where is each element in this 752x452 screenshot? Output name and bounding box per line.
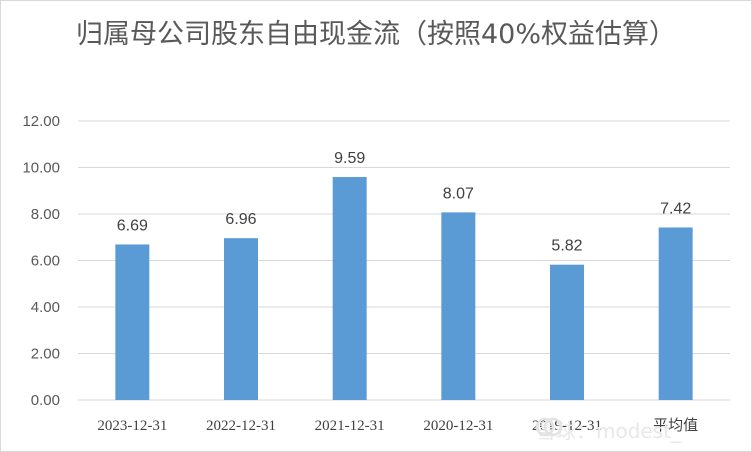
bar xyxy=(658,227,693,400)
x-tick-label: 平均值 xyxy=(653,417,698,434)
bar xyxy=(550,264,584,400)
x-tick-label: 2020-12-31 xyxy=(423,418,493,434)
x-tick-label: 2021-12-31 xyxy=(315,418,385,434)
chart-title: 归属母公司股东自由现金流（按照40%权益估算） xyxy=(75,19,676,50)
y-tick-label: 8.00 xyxy=(31,206,60,223)
data-label: 6.69 xyxy=(117,217,148,234)
x-tick-label: 2023-12-31 xyxy=(97,418,167,434)
y-tick-label: 4.00 xyxy=(31,299,60,316)
data-label: 6.96 xyxy=(225,211,256,228)
bar xyxy=(441,212,476,400)
snowball-logo-icon xyxy=(536,417,562,437)
bar xyxy=(224,238,258,400)
data-label: 8.07 xyxy=(443,185,474,202)
watermark: 雪球：modest_ xyxy=(536,416,746,446)
bar xyxy=(115,244,150,400)
data-label: 5.82 xyxy=(551,238,582,255)
y-tick-label: 2.00 xyxy=(31,346,60,363)
bar xyxy=(332,177,367,400)
y-tick-label: 12.00 xyxy=(22,113,60,130)
x-tick-label: 2022-12-31 xyxy=(206,418,276,434)
x-tick-label: 2019-12-31 xyxy=(532,418,602,434)
data-label: 7.42 xyxy=(660,200,691,217)
y-tick-label: 6.00 xyxy=(31,253,60,270)
data-label: 9.59 xyxy=(334,150,365,167)
y-tick-label: 0.00 xyxy=(31,392,60,409)
y-tick-label: 10.00 xyxy=(22,160,60,177)
